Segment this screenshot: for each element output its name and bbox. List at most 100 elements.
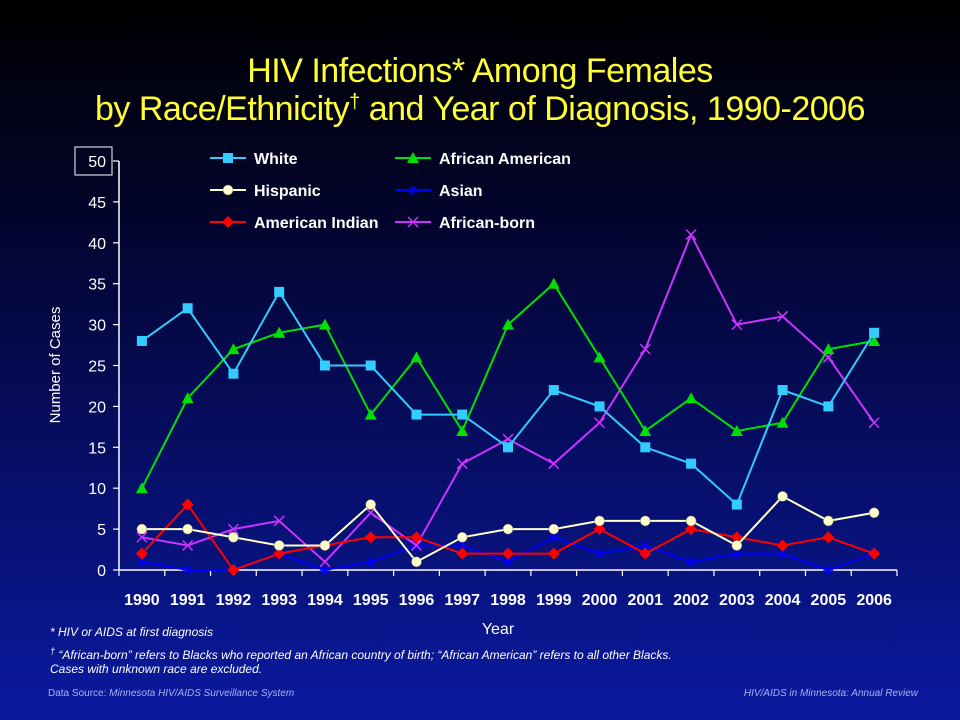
marker-triangle	[593, 351, 606, 363]
data-source: Data Source: Minnesota HIV/AIDS Surveill…	[48, 688, 294, 699]
marker-circle	[823, 515, 834, 527]
y-tick-label: 10	[88, 481, 106, 498]
marker-diamond	[685, 523, 698, 536]
chart-legend: White African American Hispanic Asian Americ…	[210, 151, 571, 232]
title-text-b: and Year of Diagnosis, 1990-2006	[359, 90, 866, 128]
marker-diamond	[227, 564, 240, 576]
marker-star	[457, 540, 468, 551]
footnote-definition: “African-born” refers to Blacks who repo…	[55, 648, 672, 662]
marker-square	[457, 409, 468, 420]
x-tick-label: 1991	[170, 592, 206, 609]
marker-diamond	[222, 216, 234, 228]
marker-diamond	[364, 531, 377, 544]
marker-square	[503, 442, 513, 453]
legend-label: African-born	[439, 215, 535, 232]
y-tick-label: 0	[97, 563, 106, 580]
marker-x	[685, 229, 697, 241]
marker-star	[823, 565, 834, 575]
marker-star	[731, 548, 742, 559]
marker-diamond	[822, 531, 835, 544]
series-african-born	[136, 229, 880, 568]
x-tick-label: 1990	[124, 592, 160, 609]
marker-square	[411, 409, 422, 420]
marker-circle	[868, 507, 880, 518]
marker-x	[227, 523, 239, 535]
legend-item: African-born	[395, 215, 535, 232]
marker-diamond	[776, 539, 789, 552]
marker-star	[777, 548, 788, 559]
x-tick-label: 1997	[444, 592, 480, 609]
chart-axes: 0 5 10 15 20 25 30 35 40 45 50 1990 1991 1992 1993 1994…	[47, 146, 898, 638]
marker-x	[319, 556, 331, 568]
marker-triangle	[822, 343, 835, 355]
x-tick-label: 1998	[490, 592, 526, 609]
y-tick-label: 45	[88, 195, 106, 212]
legend-label: African American	[439, 151, 571, 168]
marker-star	[182, 565, 193, 575]
marker-diamond	[868, 547, 881, 560]
marker-x	[182, 539, 194, 551]
marker-square	[594, 401, 605, 412]
marker-circle	[228, 532, 239, 543]
marker-star	[136, 556, 147, 567]
series-line	[141, 232, 875, 564]
marker-diamond	[593, 523, 606, 536]
marker-square	[548, 385, 559, 396]
y-tick-label: 15	[88, 440, 106, 457]
series-hispanic	[136, 491, 880, 568]
chart-title-line-1: HIV Infections* Among Females	[247, 52, 713, 90]
y-tick-label: 40	[88, 236, 106, 253]
marker-triangle	[181, 392, 194, 404]
marker-star	[594, 548, 605, 559]
footnote-excluded: Cases with unknown race are excluded.	[50, 662, 263, 676]
x-tick-label: 2001	[627, 592, 663, 609]
marker-circle	[411, 556, 422, 568]
marker-diamond	[730, 531, 743, 544]
y-axis-label: Number of Cases	[47, 307, 64, 424]
data-source-label: Data Source:	[48, 688, 110, 699]
legend-label: White	[254, 151, 298, 168]
marker-circle	[273, 540, 285, 551]
x-tick-label: 2002	[673, 592, 709, 609]
marker-star	[319, 565, 330, 575]
marker-star	[365, 556, 376, 567]
x-axis-label: Year	[482, 621, 515, 638]
y-tick-label: 5	[97, 522, 106, 539]
x-tick-label: 2006	[856, 592, 892, 609]
legend-item: African American	[395, 151, 571, 168]
marker-square	[777, 385, 788, 396]
marker-star	[408, 185, 418, 195]
marker-square	[686, 458, 697, 469]
legend-item: Hispanic	[210, 183, 321, 200]
marker-x	[136, 531, 148, 543]
marker-diamond	[547, 547, 560, 560]
marker-diamond	[502, 547, 514, 560]
marker-star	[503, 556, 513, 567]
series-african-american	[135, 277, 881, 494]
marker-square	[223, 153, 233, 163]
marker-triangle	[776, 416, 789, 428]
marker-x	[410, 539, 423, 551]
marker-circle	[182, 523, 193, 535]
chart-series	[135, 229, 881, 576]
marker-square	[869, 327, 880, 338]
marker-square	[319, 360, 330, 371]
marker-x	[777, 310, 789, 322]
footnote-dagger: †	[50, 646, 56, 656]
marker-circle	[548, 523, 560, 535]
series-white	[136, 286, 880, 510]
marker-square	[365, 360, 376, 371]
legend-label: American Indian	[254, 215, 378, 232]
x-tick-label: 1996	[399, 592, 435, 609]
marker-x	[593, 417, 606, 429]
marker-triangle	[135, 482, 148, 494]
y-max-label-box	[74, 146, 113, 176]
marker-triangle	[639, 424, 652, 436]
marker-x	[456, 458, 468, 470]
marker-diamond	[639, 547, 652, 560]
marker-x	[548, 458, 560, 470]
y-tick-label: 35	[88, 277, 106, 294]
marker-triangle	[730, 424, 743, 436]
marker-triangle	[410, 351, 423, 363]
